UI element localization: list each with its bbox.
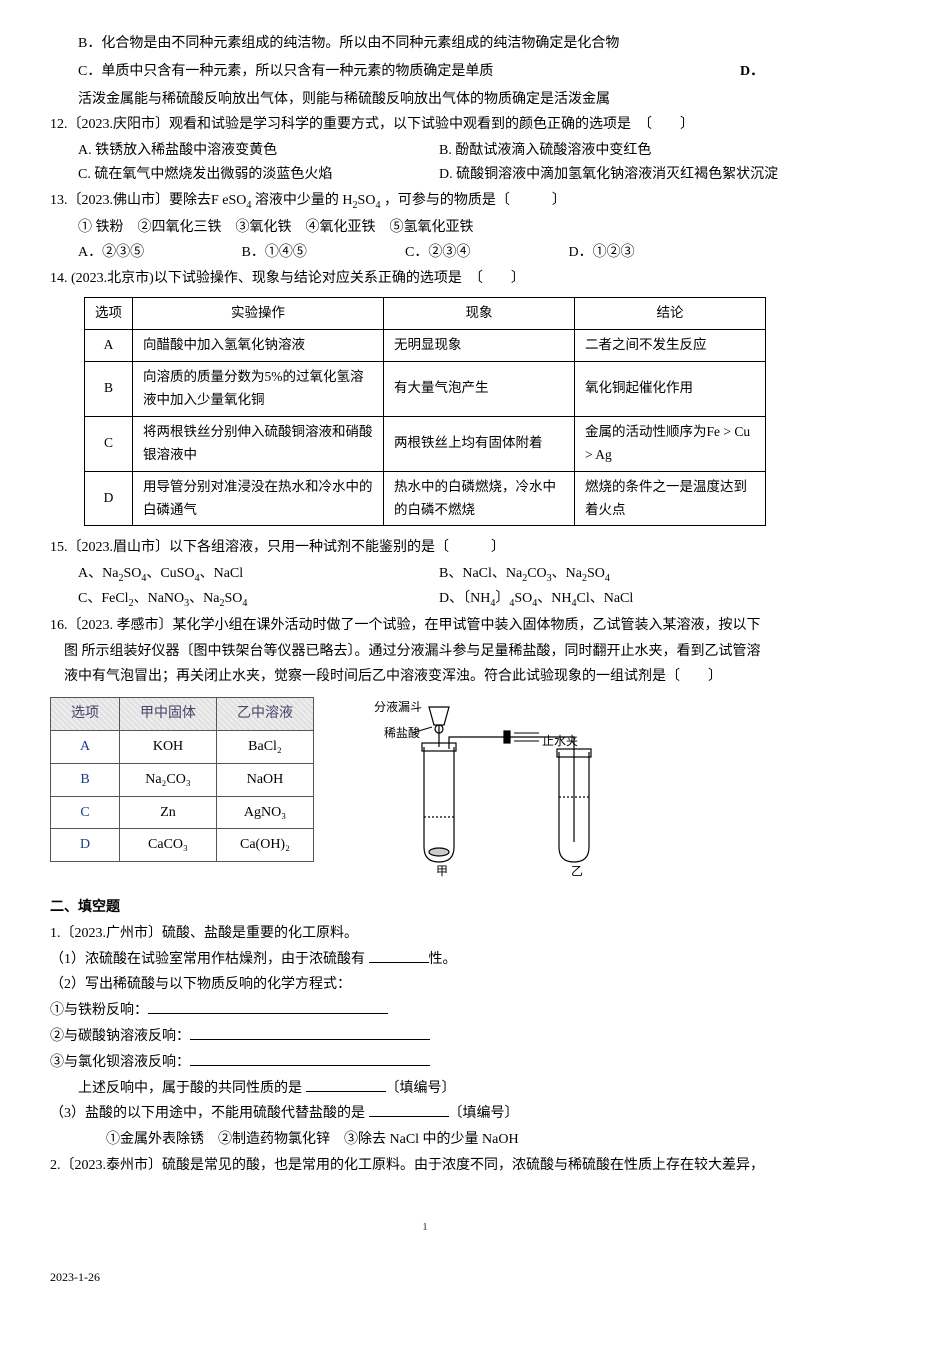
q14-h2: 现象 <box>384 297 575 329</box>
q13-opts: ① 铁粉 ②四氧化三铁 ③氧化铁 ④氧化亚铁 ⑤氢氧化亚铁 <box>50 216 800 240</box>
f1-p1: （1）浓硫酸在试验室常用作枯燥剂，由于浓硫酸有 性。 <box>50 948 800 972</box>
q12-b: B. 酚酞试液滴入硫酸溶液中变红色 <box>439 139 800 163</box>
q16-h0: 选项 <box>51 698 120 731</box>
q14-h0: 选项 <box>85 297 133 329</box>
table-row: CZnAgNO₃ <box>51 796 314 829</box>
opt-b: B．化合物是由不同种元素组成的纯洁物。所以由不同种元素组成的纯洁物确定是化合物 <box>50 32 800 56</box>
q12-stem: 12.〔2023.庆阳市〕观看和试验是学习科学的重要方式，以下试验中观看到的颜色… <box>50 113 800 137</box>
table-row: C将两根铁丝分别伸入硫酸铜溶液和硝酸银溶液中两根铁丝上均有固体附着金属的活动性顺… <box>85 416 766 471</box>
q16-table: 选项 甲中固体 乙中溶液 AKOHBaCl₂ BNa₂CO₃NaOH CZnAg… <box>50 697 314 862</box>
f1-p2-3: ③与氯化钡溶液反响： <box>50 1051 800 1075</box>
label-funnel: 分液漏斗 <box>374 699 422 714</box>
q12-c: C. 硫在氧气中燃烧发出微弱的淡蓝色火焰 <box>78 163 439 187</box>
q14-stem: 14. (2023.北京市)以下试验操作、现象与结论对应关系正确的选项是 〔 〕 <box>50 267 800 291</box>
q12-a: A. 铁锈放入稀盐酸中溶液变黄色 <box>78 139 439 163</box>
q16-h2: 乙中溶液 <box>217 698 314 731</box>
opt-c: C．单质中只含有一种元素，所以只含有一种元素的物质确定是单质 <box>50 60 740 84</box>
table-row: D用导管分别对准浸没在热水和冷水中的白磷通气热水中的白磷燃烧，冷水中的白磷不燃烧… <box>85 471 766 526</box>
table-row: DCaCO₃Ca(OH)₂ <box>51 829 314 862</box>
q16-h1: 甲中固体 <box>120 698 217 731</box>
q15-stem: 15.〔2023.眉山市〕以下各组溶液，只用一种试剂不能鉴别的是〔 〕 <box>50 536 800 560</box>
opt-d-text: 活泼金属能与稀硫酸反响放出气体，则能与稀硫酸反响放出气体的物质确定是活泼金属 <box>50 88 800 112</box>
table-row: BNa₂CO₃NaOH <box>51 763 314 796</box>
q12-d: D. 硫酸铜溶液中滴加氢氧化钠溶液消灭红褐色絮状沉淀 <box>439 163 800 187</box>
f2-stem: 2.〔2023.泰州市〕硫酸是常见的酸，也是常用的化工原料。由于浓度不同，浓硫酸… <box>50 1154 800 1178</box>
label-clamp: 止水夹 <box>542 734 578 748</box>
f1-p2-1: ①与铁粉反响： <box>50 999 800 1023</box>
table-row: A向醋酸中加入氢氧化钠溶液无明显现象二者之间不发生反应 <box>85 329 766 361</box>
f1-p3-opts: ①金属外表除锈 ②制造药物氯化锌 ③除去 NaCl 中的少量 NaOH <box>50 1128 800 1152</box>
f1-stem: 1.〔2023.广州市〕硫酸、盐酸是重要的化工原料。 <box>50 922 800 946</box>
table-row: AKOHBaCl₂ <box>51 731 314 764</box>
page-number: 1 <box>50 1218 800 1237</box>
q14-table: 选项 实验操作 现象 结论 A向醋酸中加入氢氧化钠溶液无明显现象二者之间不发生反… <box>84 297 766 527</box>
q16-stem2: 图 所示组装好仪器〔图中铁架台等仪器已略去〕。通过分液漏斗参与足量稀盐酸，同时翻… <box>50 640 800 664</box>
q14-h3: 结论 <box>575 297 766 329</box>
section-2-title: 二、填空题 <box>50 896 800 920</box>
label-jia: 甲 <box>436 864 448 877</box>
f1-p2-2: ②与碳酸钠溶液反响： <box>50 1025 800 1049</box>
f1-p2: （2）写出稀硫酸与以下物质反响的化学方程式： <box>50 973 800 997</box>
q14-h1: 实验操作 <box>133 297 384 329</box>
q16-stem1: 16.〔2023. 孝感市〕某化学小组在课外活动时做了一个试验，在甲试管中装入固… <box>50 614 800 638</box>
label-yi: 乙 <box>571 864 583 877</box>
f1-p3: （3）盐酸的以下用途中，不能用硫酸代替盐酸的是 〔填编号〕 <box>50 1102 800 1126</box>
apparatus-diagram: 分液漏斗 稀盐酸 止水夹 甲 乙 <box>344 697 800 886</box>
q15-row2: C、FeCl2、NaNO3、Na2SO4 D、〔NH4〕4SO4、NH4Cl、N… <box>50 587 800 612</box>
f1-p2-end: 上述反响中，属于酸的共同性质的是 〔填编号〕 <box>50 1077 800 1101</box>
q15-row1: A、Na2SO4、CuSO4、NaCl B、NaCl、Na2CO3、Na2SO4 <box>50 562 800 587</box>
q13-stem: 13.〔2023.佛山市〕要除去F eSO4 溶液中少量的 H2SO4 ，可参与… <box>50 189 800 214</box>
q16-stem3: 液中有气泡冒出；再关闭止水夹，觉察一段时间后乙中溶液变浑浊。符合此试验现象的一组… <box>50 665 800 689</box>
q13-choices: A．②③⑤ B．①④⑤ C．②③④ D．①②③ <box>50 241 800 265</box>
footer-date: 2023-1-26 <box>50 1267 800 1287</box>
table-row: B向溶质的质量分数为5%的过氧化氢溶液中加入少量氧化铜有大量气泡产生氧化铜起催化… <box>85 361 766 416</box>
opt-d-label: D． <box>740 60 800 84</box>
